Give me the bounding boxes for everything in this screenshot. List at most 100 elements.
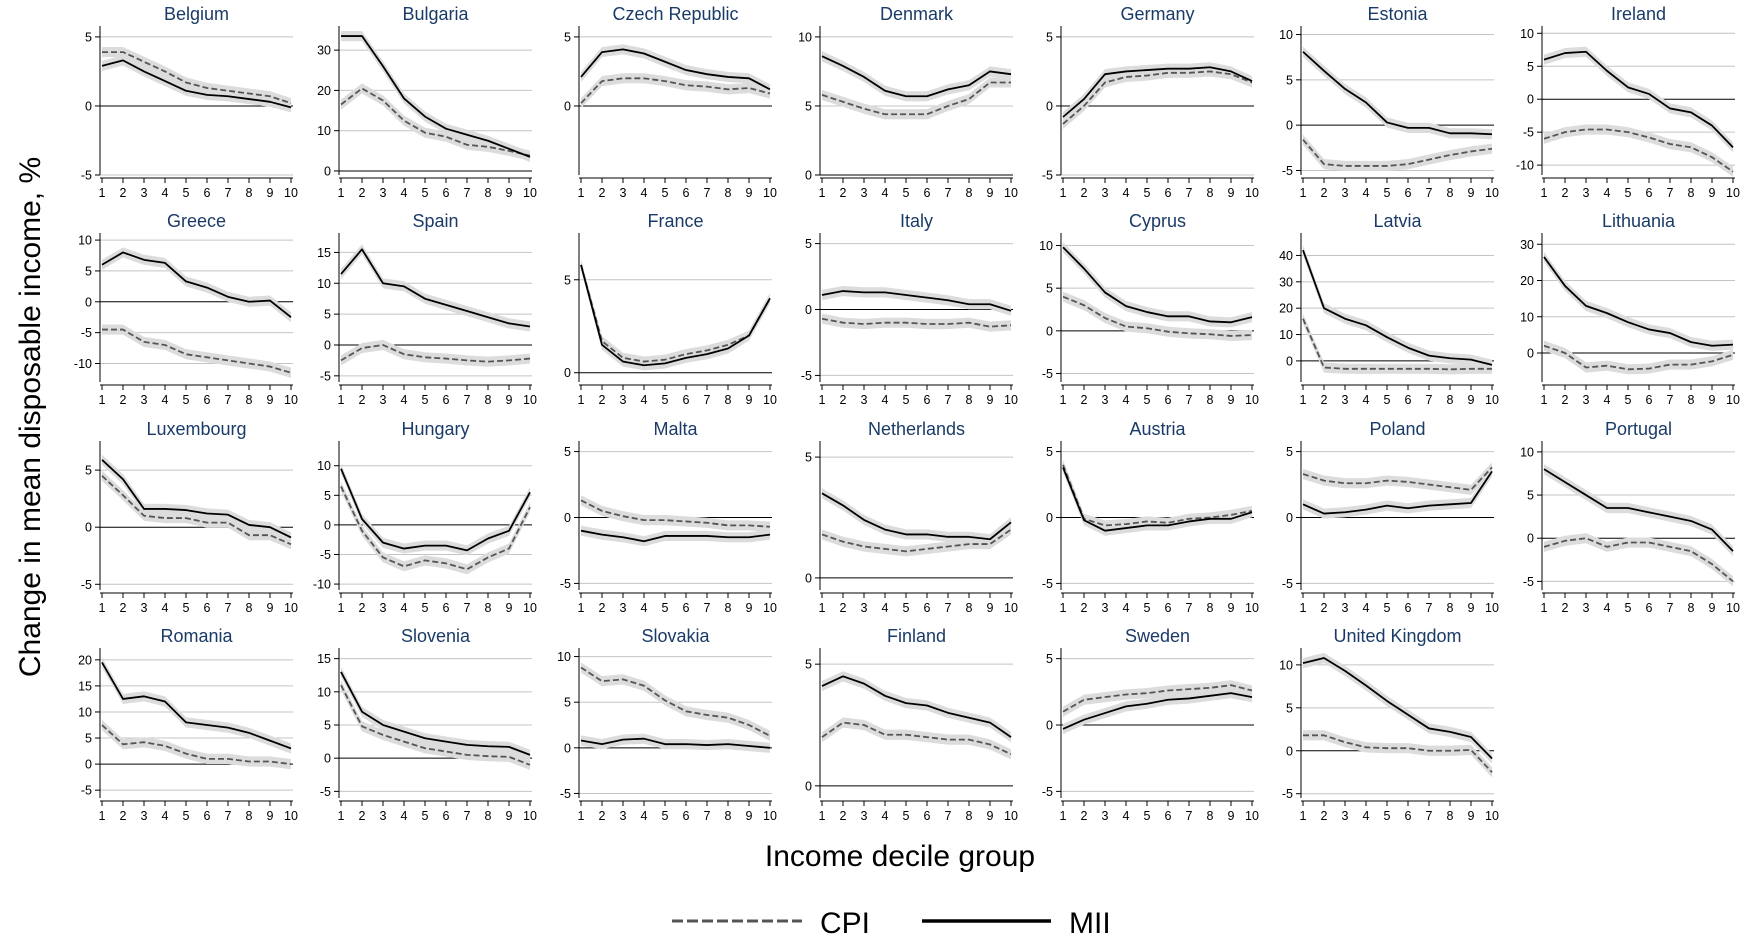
- x-tick-label: 4: [1604, 393, 1611, 407]
- band-cpi: [341, 339, 530, 367]
- x-tick-label: 6: [204, 393, 211, 407]
- x-tick-label: 5: [422, 393, 429, 407]
- y-tick-label: 10: [1520, 310, 1534, 324]
- x-tick-label: 1: [1541, 601, 1548, 615]
- x-tick-label: 4: [641, 809, 648, 823]
- y-tick-label: 5: [564, 273, 571, 287]
- x-tick-label: 2: [1562, 393, 1569, 407]
- x-tick-label: 2: [120, 809, 127, 823]
- panel-title: Netherlands: [868, 419, 965, 439]
- x-tick-label: 6: [1646, 601, 1653, 615]
- band-mii: [1063, 242, 1252, 328]
- x-tick-label: 3: [141, 809, 148, 823]
- panel-title: Slovakia: [641, 626, 710, 646]
- series-cpi: [340, 486, 531, 571]
- band-cpi: [1544, 124, 1733, 177]
- x-tick-label: 1: [819, 393, 826, 407]
- panel-title: Latvia: [1373, 211, 1422, 231]
- x-tick-label: 3: [620, 601, 627, 615]
- y-tick-label: 5: [1527, 60, 1534, 74]
- series-cpi: [821, 721, 1012, 756]
- x-tick-label: 6: [204, 186, 211, 200]
- y-tick-label: 5: [324, 489, 331, 503]
- y-tick-label: 10: [1279, 28, 1293, 42]
- x-tick-label: 1: [578, 186, 585, 200]
- x-tick-label: 10: [284, 186, 298, 200]
- y-tick-label: 30: [1520, 238, 1534, 252]
- x-tick-label: 9: [506, 809, 513, 823]
- x-tick-label: 5: [662, 809, 669, 823]
- y-tick-label: -5: [320, 369, 331, 383]
- band-mii: [1303, 46, 1492, 140]
- x-tick-label: 1: [99, 809, 106, 823]
- series-cpi: [340, 87, 531, 157]
- x-tick-label: 4: [1363, 809, 1370, 823]
- x-tick-label: 10: [1245, 809, 1259, 823]
- x-tick-label: 5: [422, 186, 429, 200]
- x-tick-label: 6: [1405, 393, 1412, 407]
- band-cpi: [1544, 340, 1733, 375]
- series-cpi: [1543, 128, 1734, 173]
- panel-title: Luxembourg: [146, 419, 246, 439]
- x-tick-label: 10: [284, 809, 298, 823]
- x-tick-label: 10: [763, 809, 777, 823]
- x-tick-label: 5: [183, 601, 190, 615]
- x-tick-label: 5: [1625, 393, 1632, 407]
- series-cpi: [1062, 295, 1253, 337]
- x-tick-label: 7: [1667, 186, 1674, 200]
- x-tick-label: 5: [1625, 186, 1632, 200]
- x-tick-label: 2: [1321, 601, 1328, 615]
- x-tick-label: 7: [704, 393, 711, 407]
- x-tick-label: 10: [523, 809, 537, 823]
- panel-title: Cyprus: [1129, 211, 1186, 231]
- panel-title: Bulgaria: [402, 4, 469, 24]
- x-tick-label: 8: [725, 601, 732, 615]
- band-cpi: [1063, 291, 1252, 342]
- x-tick-label: 4: [1363, 393, 1370, 407]
- panel-title: Austria: [1129, 419, 1186, 439]
- x-tick-label: 4: [1363, 186, 1370, 200]
- x-tick-label: 5: [903, 393, 910, 407]
- x-tick-label: 1: [1060, 601, 1067, 615]
- x-tick-label: 3: [861, 186, 868, 200]
- x-tick-label: 6: [443, 186, 450, 200]
- x-tick-label: 9: [267, 601, 274, 615]
- y-tick-label: 5: [1046, 30, 1053, 44]
- y-tick-label: 5: [324, 308, 331, 322]
- panel-title: Estonia: [1367, 4, 1428, 24]
- panel-title: Lithuania: [1602, 211, 1676, 231]
- band-cpi: [341, 680, 530, 770]
- y-tick-label: 10: [317, 459, 331, 473]
- y-tick-label: 10: [1039, 239, 1053, 253]
- x-tick-label: 10: [1485, 186, 1499, 200]
- series-mii: [1062, 692, 1253, 730]
- x-tick-label: 5: [662, 186, 669, 200]
- series-mii: [821, 55, 1012, 98]
- x-tick-label: 8: [1207, 601, 1214, 615]
- x-tick-label: 5: [1144, 186, 1151, 200]
- series-cpi: [1543, 344, 1734, 371]
- x-tick-label: 10: [1004, 601, 1018, 615]
- x-tick-label: 3: [1583, 393, 1590, 407]
- series-cpi: [580, 77, 771, 104]
- series-mii: [1543, 468, 1734, 552]
- x-tick-label: 5: [183, 186, 190, 200]
- y-tick-label: 0: [324, 338, 331, 352]
- y-tick-label: 10: [1520, 27, 1534, 41]
- y-tick-label: -5: [320, 548, 331, 562]
- x-tick-label: 7: [225, 809, 232, 823]
- y-tick-label: 0: [1286, 511, 1293, 525]
- y-tick-label: 5: [1286, 701, 1293, 715]
- y-tick-label: 0: [1046, 99, 1053, 113]
- panel-title: Greece: [167, 211, 226, 231]
- x-tick-label: 7: [945, 393, 952, 407]
- y-tick-label: 0: [324, 518, 331, 532]
- x-tick-label: 3: [1583, 601, 1590, 615]
- x-tick-label: 6: [924, 809, 931, 823]
- x-tick-label: 2: [1081, 186, 1088, 200]
- y-tick-label: -10: [74, 357, 92, 371]
